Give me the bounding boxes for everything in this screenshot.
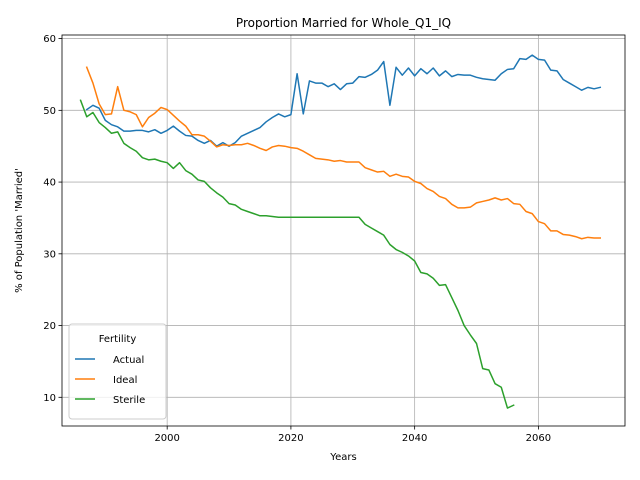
series-line-ideal	[85, 66, 601, 240]
y-tick-label: 50	[43, 106, 56, 117]
x-tick-label: 2020	[278, 433, 303, 444]
legend-label-ideal: Ideal	[113, 375, 137, 386]
x-axis-label: Years	[329, 452, 356, 463]
chart-title: Proportion Married for Whole_Q1_IQ	[236, 16, 451, 30]
y-tick-label: 30	[43, 249, 56, 260]
y-tick-label: 10	[43, 393, 56, 404]
legend: Fertility Actual Ideal Sterile	[68, 323, 167, 420]
legend-label-actual: Actual	[113, 355, 144, 366]
y-axis-label: % of Population 'Married'	[14, 168, 25, 293]
series-line-sterile	[79, 99, 515, 409]
y-tick-label: 20	[43, 321, 56, 332]
y-tick-label: 40	[43, 178, 56, 189]
y-tick-label: 60	[43, 34, 56, 45]
legend-label-sterile: Sterile	[113, 395, 145, 406]
x-tick-label: 2000	[154, 433, 179, 444]
x-tick-label: 2060	[526, 433, 551, 444]
axis-ticks: 2000 2020 2040 2060 10 20 30 40 50 60	[43, 34, 551, 444]
plot-frame	[61, 34, 626, 427]
series-lines	[79, 54, 602, 409]
legend-title: Fertility	[99, 334, 137, 345]
x-tick-label: 2040	[402, 433, 427, 444]
series-line-actual	[85, 54, 602, 147]
legend-box	[68, 323, 167, 420]
grid-lines	[62, 35, 625, 426]
